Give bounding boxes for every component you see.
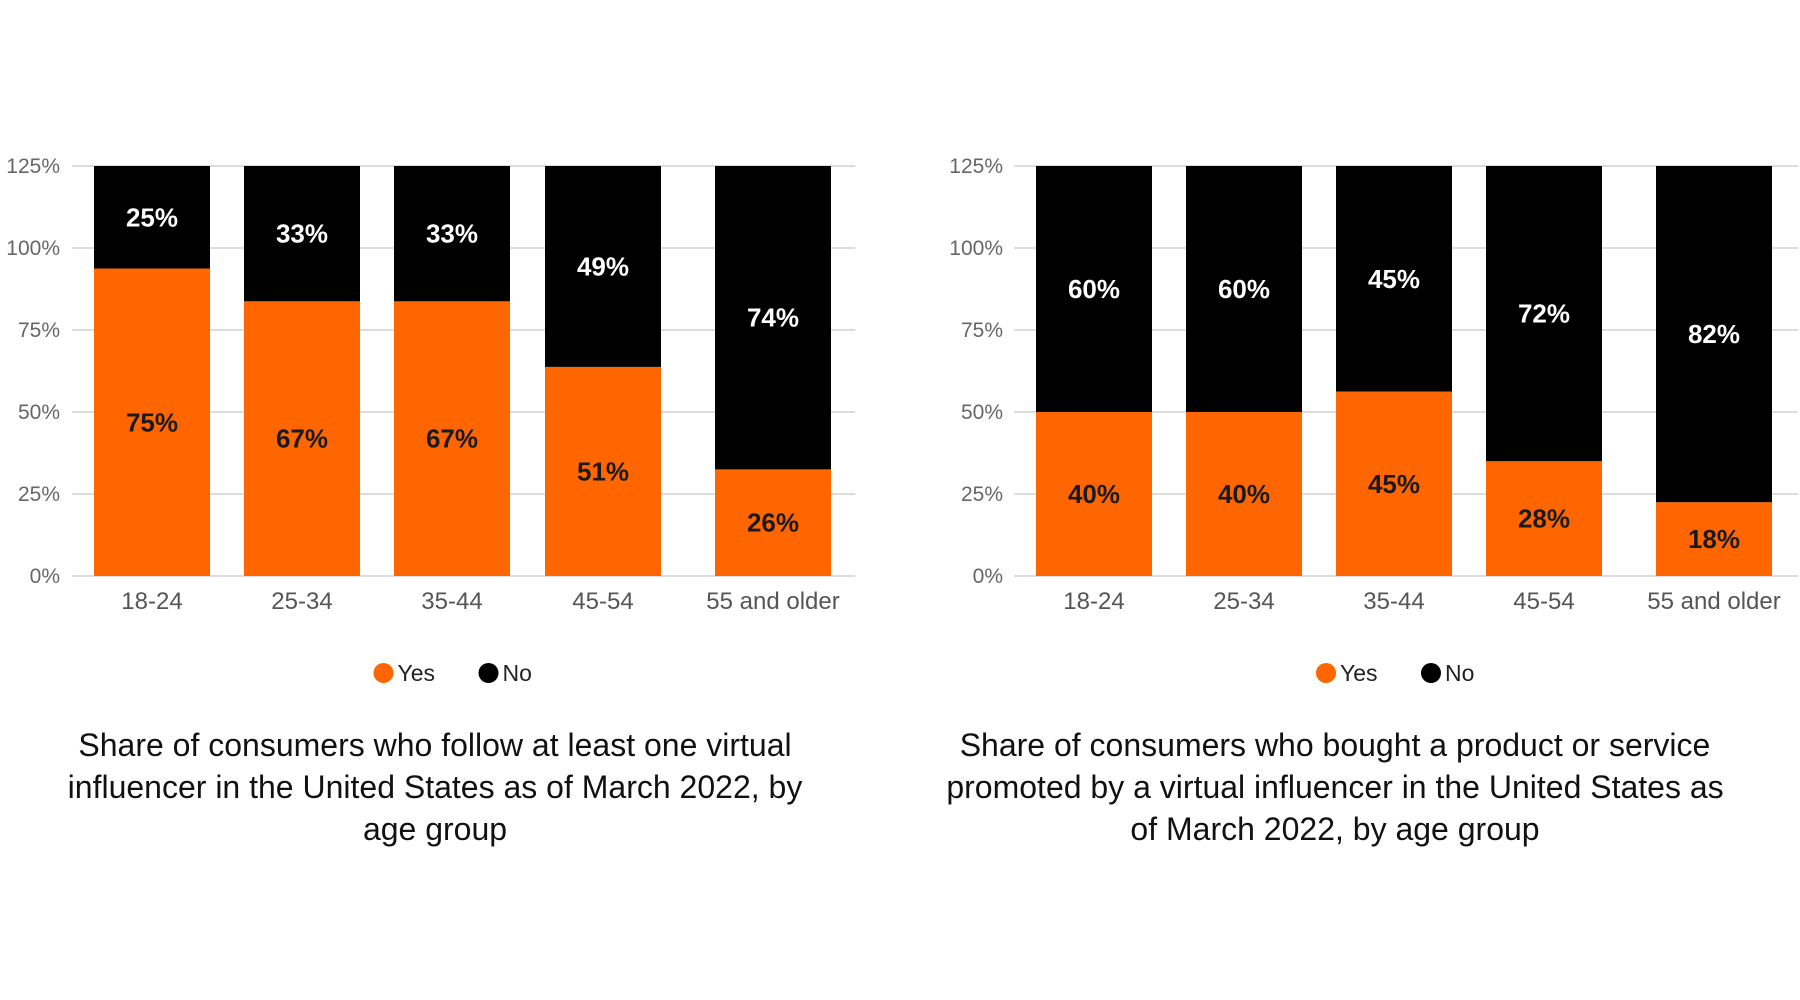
legend-marker [1421,663,1441,683]
data-label-no: 33% [276,219,328,249]
x-category-label: 35-44 [1363,588,1424,615]
bar-yes [1036,412,1152,576]
data-label-yes: 67% [276,424,328,454]
bar-yes [1336,391,1452,576]
x-category-label: 35-44 [421,588,482,615]
bar-yes [94,268,210,576]
x-category-label: 45-54 [572,588,633,615]
data-label-no: 25% [126,202,178,232]
x-category-label: 18-24 [1063,588,1124,615]
legend-label: Yes [1340,660,1378,686]
bar-yes [244,301,360,576]
y-tick-label: 75% [18,319,60,342]
data-label-yes: 40% [1068,479,1120,509]
data-label-yes: 28% [1518,504,1570,534]
legend-marker [1316,663,1336,683]
data-label-yes: 67% [426,424,478,454]
legend-label: Yes [398,660,436,686]
bar-yes [715,469,831,576]
data-label-no: 33% [426,219,478,249]
bar-no [1656,166,1772,503]
bar-no [244,166,360,302]
y-tick-label: 100% [949,237,1003,260]
bar-no [545,166,661,367]
data-label-no: 74% [747,303,799,333]
bar-no [715,166,831,470]
chart-bought-svg: 0% 25% 50% 75% 100% 125% 40% 60% 18-24 40% 60% 25-3… [949,155,1798,686]
y-tick-label: 75% [961,319,1003,342]
y-tick-label: 25% [18,483,60,506]
data-label-yes: 45% [1368,469,1420,499]
x-category-label: 25-34 [271,588,332,615]
bar-no [94,166,210,269]
bar-no [1186,166,1302,412]
bar-no [1486,166,1602,462]
bar-no [1036,166,1152,412]
y-tick-label: 100% [6,237,60,260]
data-label-yes: 51% [577,456,629,486]
chart-bought-promoted-product: 0% 25% 50% 75% 100% 125% 40% 60% 18-24 40% 60% 25-3… [900,0,1800,1000]
bar-yes [545,366,661,576]
bar-no [394,166,510,302]
y-tick-label: 0% [973,565,1003,588]
x-category-label: 25-34 [1213,588,1274,615]
data-label-no: 60% [1218,274,1270,304]
y-tick-label: 25% [961,483,1003,506]
data-label-no: 49% [577,251,629,281]
legend-label: No [1445,660,1474,686]
bar-yes [1656,502,1772,576]
chart-bought-caption: Share of consumers who bought a product … [946,727,1724,847]
x-category-label: 55 and older [1647,588,1780,615]
bar-yes [1186,412,1302,576]
data-label-yes: 40% [1218,479,1270,509]
y-tick-label: 125% [949,155,1003,178]
data-label-no: 60% [1068,274,1120,304]
legend-marker [478,663,499,683]
y-tick-label: 50% [961,401,1003,424]
data-label-yes: 26% [747,508,799,538]
chart-follow-virtual-influencer: 0% 25% 50% 75% 100% 125% 75% 25% 18-24 67% 33% 25-3… [6,155,855,847]
y-tick-label: 125% [6,155,60,178]
data-label-no: 72% [1518,299,1570,329]
chart-follow-caption: Share of consumers who follow at least o… [67,727,803,847]
data-label-no: 45% [1368,264,1420,294]
y-tick-label: 0% [30,565,60,588]
x-category-label: 45-54 [1513,588,1574,615]
x-category-label: 18-24 [121,588,182,615]
x-category-label: 55 and older [706,588,839,615]
bar-yes [394,301,510,576]
bar-yes [1486,461,1602,576]
legend-marker [373,663,394,683]
data-label-yes: 75% [126,407,178,437]
y-tick-label: 50% [18,401,60,424]
chart-follow-svg: 0% 25% 50% 75% 100% 125% 75% 25% 18-24 67% 33% 25-3… [6,155,855,686]
data-label-no: 82% [1688,319,1740,349]
legend-label: No [503,660,532,686]
data-label-yes: 18% [1688,524,1740,554]
bar-no [1336,166,1452,392]
